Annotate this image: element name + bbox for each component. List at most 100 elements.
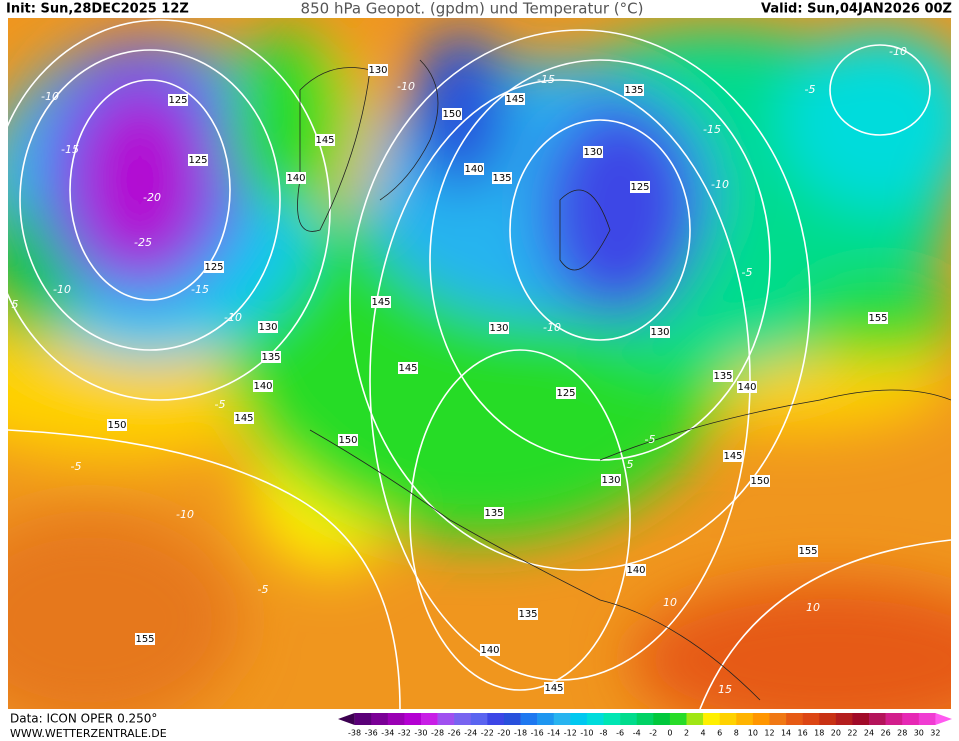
label-box: [544, 682, 564, 694]
temperature-label: -10: [41, 90, 59, 103]
temperature-label: -20: [143, 191, 161, 204]
scale-swatch: [537, 713, 555, 725]
scale-swatch: [437, 713, 455, 725]
geopotential-label: 125: [204, 262, 223, 273]
temperature-label: -5: [215, 398, 226, 411]
scale-swatch: [752, 713, 770, 725]
temperature-label: -10: [397, 80, 415, 93]
scale-label: 10: [748, 729, 758, 738]
data-source: Data: ICON OPER 0.250°: [10, 712, 157, 726]
temperature-label: -15: [537, 73, 555, 86]
geopotential-label: 130: [368, 65, 387, 76]
scale-swatch: [454, 713, 472, 725]
label-box: [518, 608, 538, 620]
geopotential-label: 150: [442, 109, 461, 120]
geopotential-label: 140: [737, 382, 756, 393]
scale-label: -8: [600, 729, 608, 738]
label-box: [601, 474, 621, 486]
scale-swatch: [819, 713, 837, 725]
scale-label: 20: [831, 729, 841, 738]
geopotential-label: 130: [583, 147, 602, 158]
temperature-label: 5: [12, 298, 19, 311]
scale-swatch: [354, 713, 372, 725]
label-box: [286, 172, 306, 184]
scale-label: -14: [547, 729, 560, 738]
scale-swatch: [686, 713, 704, 725]
map-title: 850 hPa Geopot. (gpdm) und Temperatur (°…: [301, 0, 644, 18]
scale-label: 2: [684, 729, 689, 738]
temperature-label: 5: [627, 458, 634, 471]
scale-label: -16: [531, 729, 544, 738]
scale-label: -10: [580, 729, 593, 738]
scale-swatch: [869, 713, 886, 725]
scale-label: -34: [381, 729, 394, 738]
scale-label: -32: [398, 729, 411, 738]
geopotential-label: 150: [107, 420, 126, 431]
temperature-label: -5: [71, 460, 82, 473]
scale-label: 4: [701, 729, 706, 738]
map-labels: 125 125 125 130 135 140 145 150 145 140 150 145 135 1…: [12, 45, 907, 696]
temperature-label: -10: [53, 283, 71, 296]
label-box: [650, 326, 670, 338]
temperature-label: -15: [703, 123, 721, 136]
geopotential-label: 150: [338, 435, 357, 446]
temperature-label: -10: [711, 178, 729, 191]
init-time: Init: Sun,28DEC2025 12Z: [6, 2, 189, 17]
scale-swatch: [885, 713, 903, 725]
temperature-label: -10: [543, 321, 561, 334]
scale-swatch: [470, 713, 488, 725]
scale-arrow: [935, 713, 952, 725]
label-box: [624, 84, 644, 96]
scale-swatch: [769, 713, 787, 725]
temperature-label: 15: [718, 683, 732, 696]
label-box: [261, 351, 281, 363]
scale-swatch: [404, 713, 422, 725]
geopotential-label: 135: [492, 173, 511, 184]
scale-label: 28: [897, 729, 907, 738]
scale-swatch: [586, 713, 604, 725]
valid-time: Valid: Sun,04JAN2026 00Z: [761, 2, 952, 17]
geopotential-label: 140: [464, 164, 483, 175]
label-box: [489, 322, 509, 334]
scale-swatch: [636, 713, 654, 725]
geopotential-label: 145: [315, 135, 334, 146]
label-box: [750, 475, 770, 487]
label-box: [492, 172, 512, 184]
label-box: [556, 387, 576, 399]
geopotential-label: 135: [713, 371, 732, 382]
scale-label: -28: [431, 729, 444, 738]
scale-swatch: [603, 713, 621, 725]
scale-swatch: [786, 713, 803, 725]
label-box: [234, 412, 254, 424]
map: [8, 18, 951, 709]
label-box: [135, 633, 155, 645]
geopotential-label: 135: [624, 85, 643, 96]
scale-swatch: [918, 713, 936, 725]
scale-swatch: [653, 713, 671, 725]
label-box: [713, 370, 733, 382]
label-box: [315, 134, 335, 146]
geopotential-label: 155: [135, 634, 154, 645]
label-box: [204, 261, 224, 273]
scale-label: -36: [365, 729, 378, 738]
geopotential-label: 145: [234, 413, 253, 424]
geopotential-label: 125: [630, 182, 649, 193]
geopotential-label: 135: [261, 352, 280, 363]
scale-swatch: [503, 713, 521, 725]
geopotential-label: 130: [601, 475, 620, 486]
scale-label: -12: [564, 729, 577, 738]
scale-label: -6: [616, 729, 624, 738]
scale-swatch: [371, 713, 389, 725]
temperature-label: -5: [805, 83, 816, 96]
header-bar: [0, 0, 959, 18]
label-box: [338, 434, 358, 446]
scale-label: 6: [717, 729, 722, 738]
scale-swatch: [387, 713, 405, 725]
temperature-label: -5: [742, 266, 753, 279]
color-scale: -38 -36 -34 -32 -30 -28 -26 -24 -22 -20 -18 -16 -14-…: [338, 713, 952, 738]
temperature-label: -10: [889, 45, 907, 58]
scale-label: 32: [930, 729, 940, 738]
geopotential-label: 145: [544, 683, 563, 694]
label-box: [583, 146, 603, 158]
scale-label: -30: [414, 729, 427, 738]
